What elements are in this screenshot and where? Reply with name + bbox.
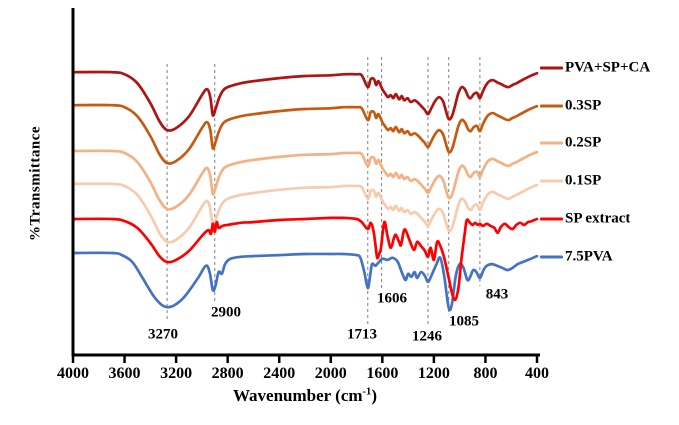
x-tick-label-3600: 3600	[108, 365, 141, 382]
spectrum-curve-pva-sp-ca	[71, 70, 539, 132]
spectrum-curve-0-2sp	[71, 149, 539, 211]
spectrum-curve-0-1sp	[71, 182, 539, 244]
x-tick-label-1600: 1600	[366, 365, 399, 382]
legend-swatch-0-1sp	[540, 179, 563, 183]
legend-label-0-2sp: 0.2SP	[565, 134, 602, 151]
legend-label-7-5pva: 7.5PVA	[565, 248, 613, 265]
spectrum-curve-0-3sp	[71, 103, 539, 165]
x-tick-label-800: 800	[473, 365, 498, 382]
spectrum-curve-7-5pva	[71, 251, 539, 312]
legend-swatch-pva-sp-ca	[540, 66, 563, 70]
x-tick-label-1200: 1200	[417, 365, 450, 382]
legend-label-0-1sp: 0.1SP	[565, 172, 602, 189]
legend-item-pva-sp-ca: PVA+SP+CA	[540, 59, 651, 76]
legend-swatch-7-5pva	[540, 255, 563, 259]
x-axis-title-text: Wavenumber (cm	[233, 386, 363, 405]
peak-label-843: 843	[485, 286, 509, 303]
peak-label-1085: 1085	[449, 313, 479, 330]
legend-item-0-3sp: 0.3SP	[540, 97, 602, 114]
x-tick-label-400: 400	[525, 365, 549, 382]
x-tick-label-4000: 4000	[57, 365, 89, 382]
spectrum-curve-sp-extract	[71, 216, 539, 302]
legend-swatch-0-3sp	[540, 104, 563, 108]
legend-label-sp-extract: SP extract	[565, 210, 631, 227]
x-tick-label-2400: 2400	[263, 365, 296, 382]
legend-item-0-2sp: 0.2SP	[540, 134, 602, 151]
x-axis-title-superscript: -1	[362, 386, 372, 398]
peak-label-2900: 2900	[211, 304, 241, 321]
legend-item-0-1sp: 0.1SP	[540, 172, 602, 189]
peak-label-1246: 1246	[412, 328, 442, 345]
x-axis-title-close: )	[371, 386, 377, 405]
x-tick-label-3200: 3200	[160, 365, 193, 382]
legend-swatch-sp-extract	[540, 217, 563, 221]
legend-item-sp-extract: SP extract	[540, 210, 631, 227]
y-axis-title: %Transmittance	[27, 125, 44, 242]
x-tick-label-2000: 2000	[314, 365, 347, 382]
peak-label-1606: 1606	[377, 290, 407, 307]
legend-label-0-3sp: 0.3SP	[565, 97, 602, 114]
peak-label-1713: 1713	[347, 326, 377, 343]
legend-item-7-5pva: 7.5PVA	[540, 248, 613, 265]
x-tick-label-2800: 2800	[211, 365, 244, 382]
x-axis-title: Wavenumber (cm-1)	[73, 386, 537, 406]
legend-label-pva-sp-ca: PVA+SP+CA	[565, 59, 651, 76]
legend-swatch-0-2sp	[540, 141, 563, 145]
peak-label-3270: 3270	[148, 326, 178, 343]
